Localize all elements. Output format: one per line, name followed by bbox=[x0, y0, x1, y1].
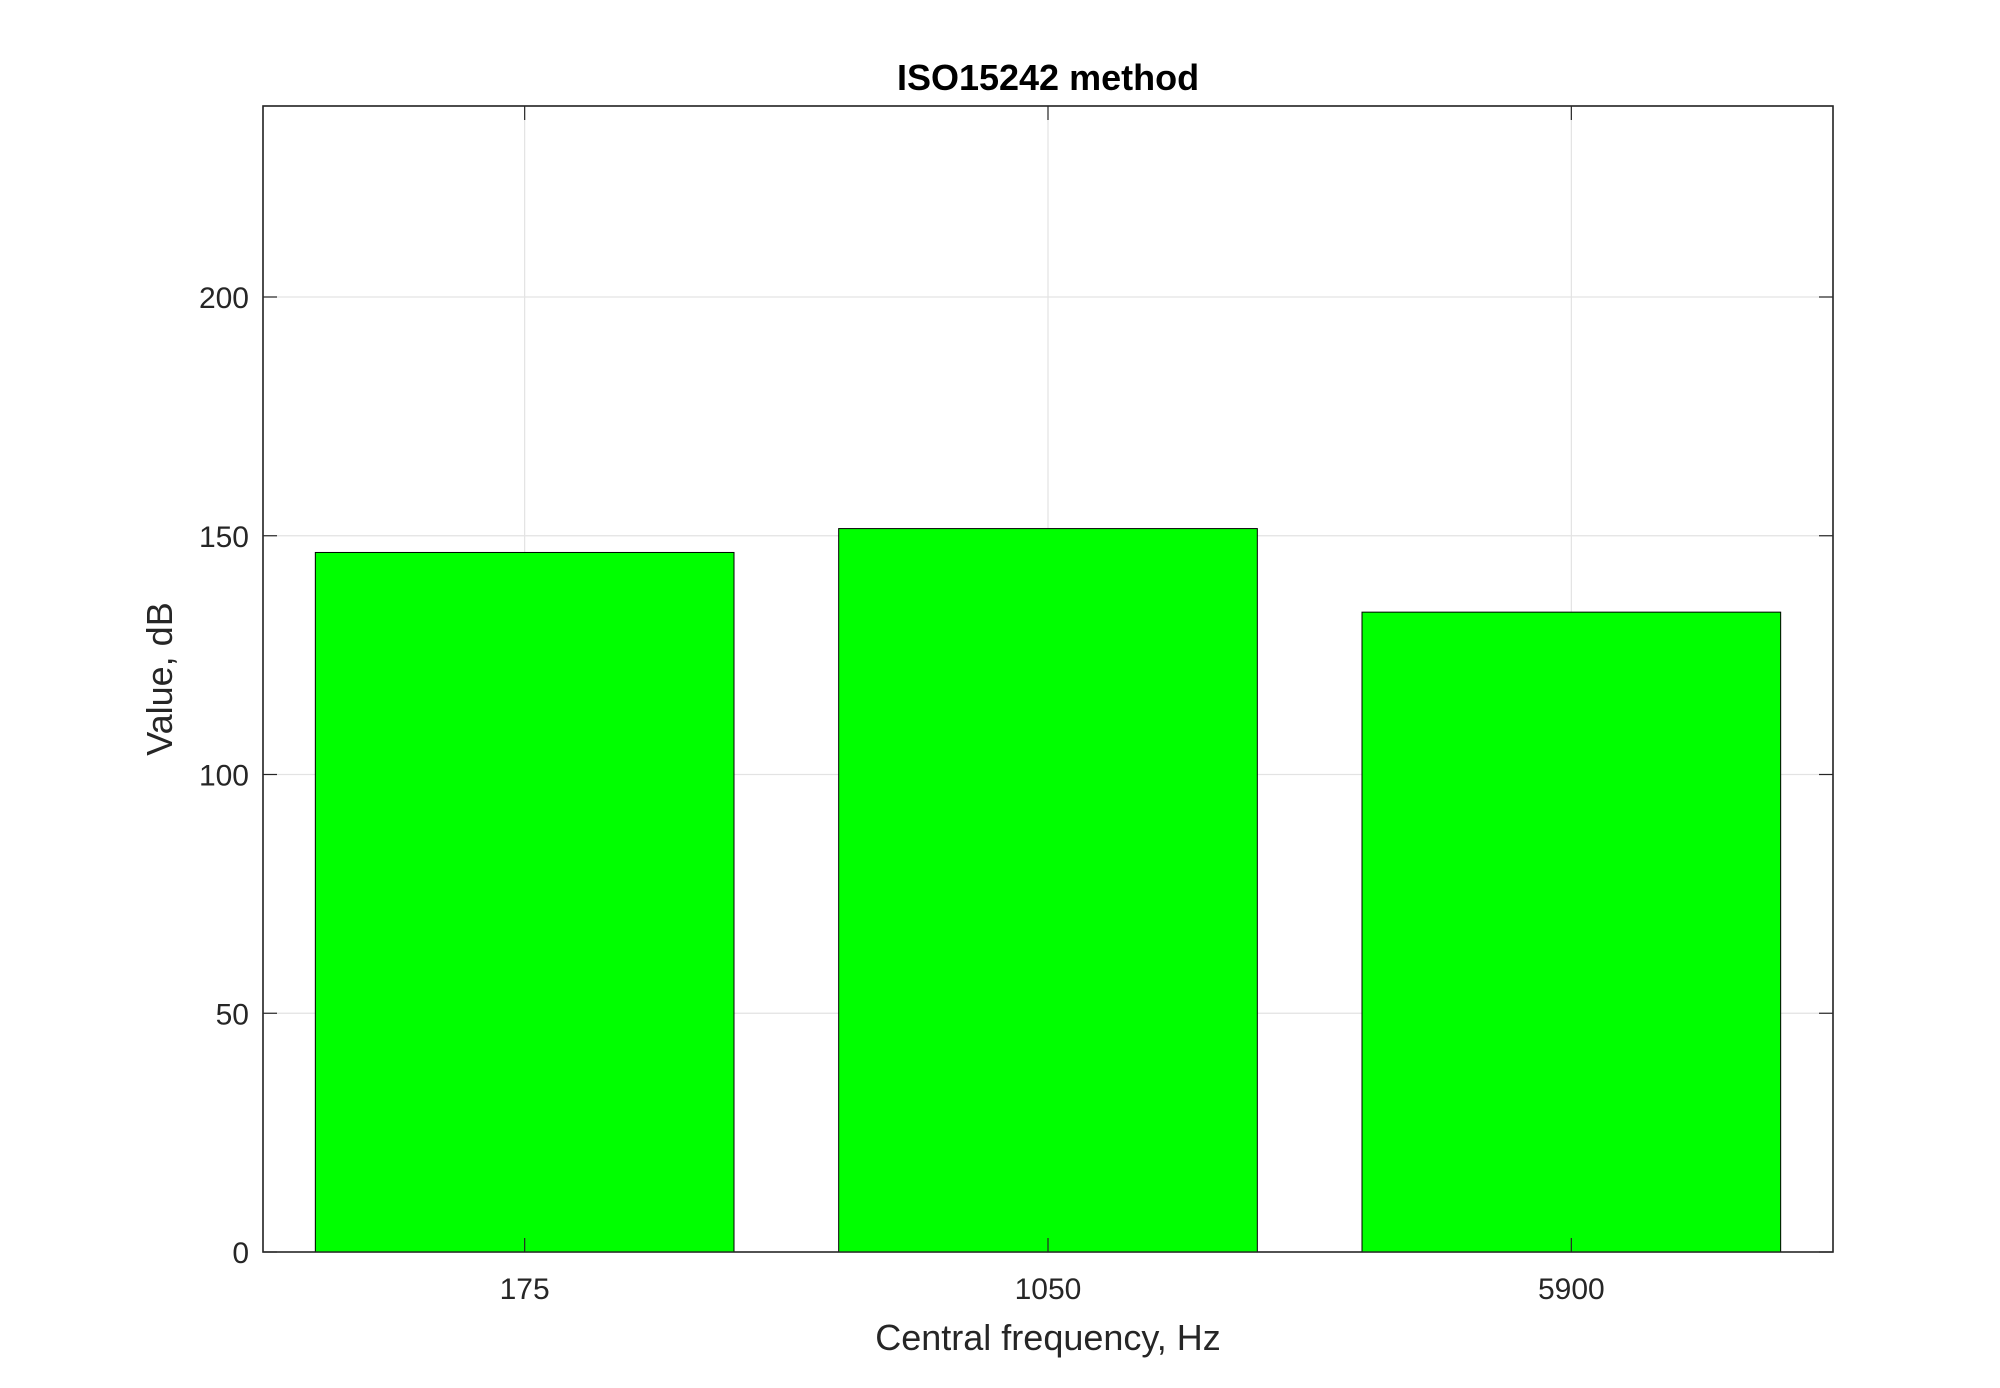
x-tick-label: 5900 bbox=[1538, 1273, 1605, 1306]
x-tick-label: 175 bbox=[500, 1273, 550, 1306]
bar-1050 bbox=[838, 528, 1258, 1253]
bars bbox=[314, 528, 1782, 1253]
y-axis-label: Value, dB bbox=[139, 602, 180, 755]
chart-title: ISO15242 method bbox=[897, 57, 1199, 98]
ticks: 0 50 100 150 200 175 1050 5900 bbox=[199, 106, 1833, 1306]
bar-5900 bbox=[1361, 611, 1782, 1253]
y-tick-label: 150 bbox=[199, 521, 249, 554]
y-tick-label: 200 bbox=[199, 282, 249, 315]
bar-175 bbox=[314, 551, 735, 1253]
y-tick-label: 100 bbox=[199, 760, 249, 793]
x-tick-label: 1050 bbox=[1015, 1273, 1082, 1306]
x-axis-label: Central frequency, Hz bbox=[875, 1317, 1220, 1358]
y-tick-label: 50 bbox=[216, 998, 249, 1031]
plot-frame bbox=[262, 105, 1834, 1253]
y-tick-label: 0 bbox=[232, 1237, 249, 1270]
